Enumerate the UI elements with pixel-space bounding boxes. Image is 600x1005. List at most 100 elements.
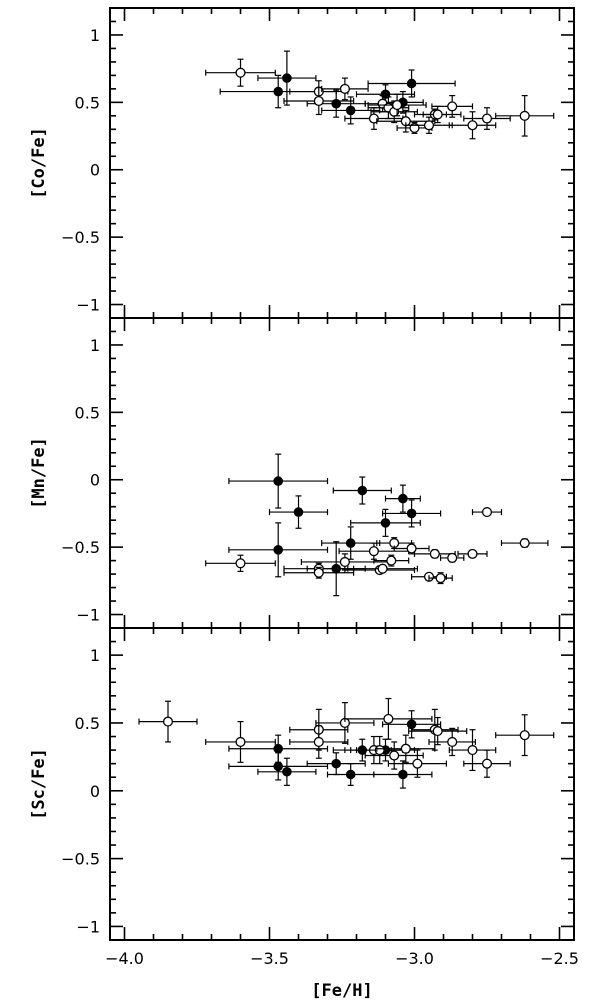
open-data-point [367, 93, 427, 117]
open-marker [447, 552, 458, 563]
open-marker [447, 736, 458, 747]
open-marker [339, 556, 350, 568]
sc-fe-panel: −1 −0.5 0 0.5 1 −4.0 −3.5 −3.0 −2.5 [Sc/Fe] [Fe… [29, 627, 579, 1001]
y-axis-label: [Sc/Fe] [29, 748, 49, 820]
open-data-point [376, 537, 413, 550]
y-tick-label: −1 [76, 606, 100, 625]
open-data-point [205, 58, 276, 87]
open-data-point [408, 716, 468, 746]
filled-data-point [382, 499, 442, 528]
y-tick-labels: −1 −0.5 0 0.5 1 [61, 646, 100, 936]
open-marker [339, 83, 350, 94]
filled-marker [282, 766, 292, 777]
open-data-point [471, 507, 503, 518]
open-data-point [463, 749, 511, 778]
open-data-point [500, 538, 549, 549]
open-marker [392, 99, 403, 111]
filled-data-point [257, 757, 317, 786]
open-data-point [495, 714, 555, 757]
open-data-point [283, 566, 355, 579]
open-data-point [350, 735, 410, 765]
open-marker [435, 573, 446, 584]
filled-marker [345, 769, 356, 780]
open-marker [519, 538, 530, 549]
filled-marker [398, 769, 408, 780]
filled-data-point [367, 69, 456, 98]
open-marker [313, 95, 324, 107]
open-marker [235, 558, 246, 569]
filled-marker [406, 78, 417, 89]
open-data-point [457, 548, 488, 559]
open-marker [368, 113, 379, 124]
filled-data-point [257, 50, 317, 106]
open-marker [412, 758, 423, 769]
open-marker [162, 716, 174, 727]
open-data-point [289, 725, 349, 759]
x-tick-labels: −4.0 −3.5 −3.0 −2.5 [105, 949, 579, 968]
data-points [205, 50, 555, 140]
data-points [138, 697, 555, 789]
x-tick-label: −3.5 [250, 949, 289, 968]
y-tick-label: 0.5 [75, 93, 100, 112]
filled-data-point [382, 710, 442, 739]
filled-marker [273, 476, 283, 486]
open-data-point [373, 554, 410, 567]
y-tick-label: −0.5 [61, 850, 100, 869]
open-marker [377, 563, 388, 574]
filled-marker [357, 485, 368, 496]
y-tick-label: 1 [90, 26, 100, 45]
filled-marker [345, 105, 356, 116]
filled-marker [273, 86, 283, 97]
open-data-point [205, 720, 276, 763]
mn-fe-panel: −1 −0.5 0 0.5 1 [Mn/Fe] [29, 317, 575, 629]
open-marker [406, 543, 417, 554]
y-tick-label: −1 [76, 296, 100, 315]
y-tick-label: 0 [90, 471, 100, 490]
open-data-point [321, 77, 369, 101]
y-tick-label: −0.5 [61, 228, 100, 247]
open-marker [432, 109, 443, 120]
filled-marker [282, 73, 292, 83]
open-data-point [138, 700, 198, 743]
open-data-point [387, 749, 447, 778]
filled-data-point [350, 508, 421, 537]
open-marker [481, 758, 493, 769]
data-points [205, 453, 549, 597]
filled-marker [406, 508, 417, 519]
open-data-point [344, 697, 433, 740]
open-data-point [405, 116, 453, 134]
open-data-point [283, 86, 355, 116]
open-marker [374, 745, 385, 756]
open-marker [235, 736, 246, 747]
y-axis-label: [Mn/Fe] [29, 437, 49, 509]
open-marker [481, 113, 493, 124]
filled-data-point [228, 453, 329, 509]
y-tick-label: 1 [90, 646, 100, 665]
open-marker [429, 548, 440, 559]
filled-data-point [332, 476, 392, 505]
open-marker [368, 546, 379, 557]
filled-marker [273, 743, 283, 754]
panel-frame [109, 7, 575, 319]
filled-data-point [321, 96, 381, 125]
open-data-point [413, 548, 456, 559]
y-tick-label: −1 [76, 917, 100, 936]
open-data-point [364, 741, 424, 770]
filled-data-point [228, 752, 329, 781]
x-axis-label: [Fe/H] [311, 981, 372, 1001]
open-marker [481, 507, 493, 518]
filled-data-point [268, 495, 329, 529]
filled-data-point [228, 522, 329, 578]
y-tick-label: −0.5 [61, 538, 100, 557]
open-marker [389, 750, 400, 761]
y-tick-label: 0.5 [75, 714, 100, 733]
filled-data-point [326, 763, 375, 786]
filled-data-point [384, 484, 421, 513]
filled-marker [380, 518, 391, 528]
y-tick-label: 0 [90, 782, 100, 801]
open-marker [432, 726, 443, 737]
open-marker [519, 110, 530, 121]
y-tick-labels: −1 −0.5 0 0.5 1 [61, 336, 100, 625]
y-axis-label: [Co/Fe] [29, 127, 49, 199]
